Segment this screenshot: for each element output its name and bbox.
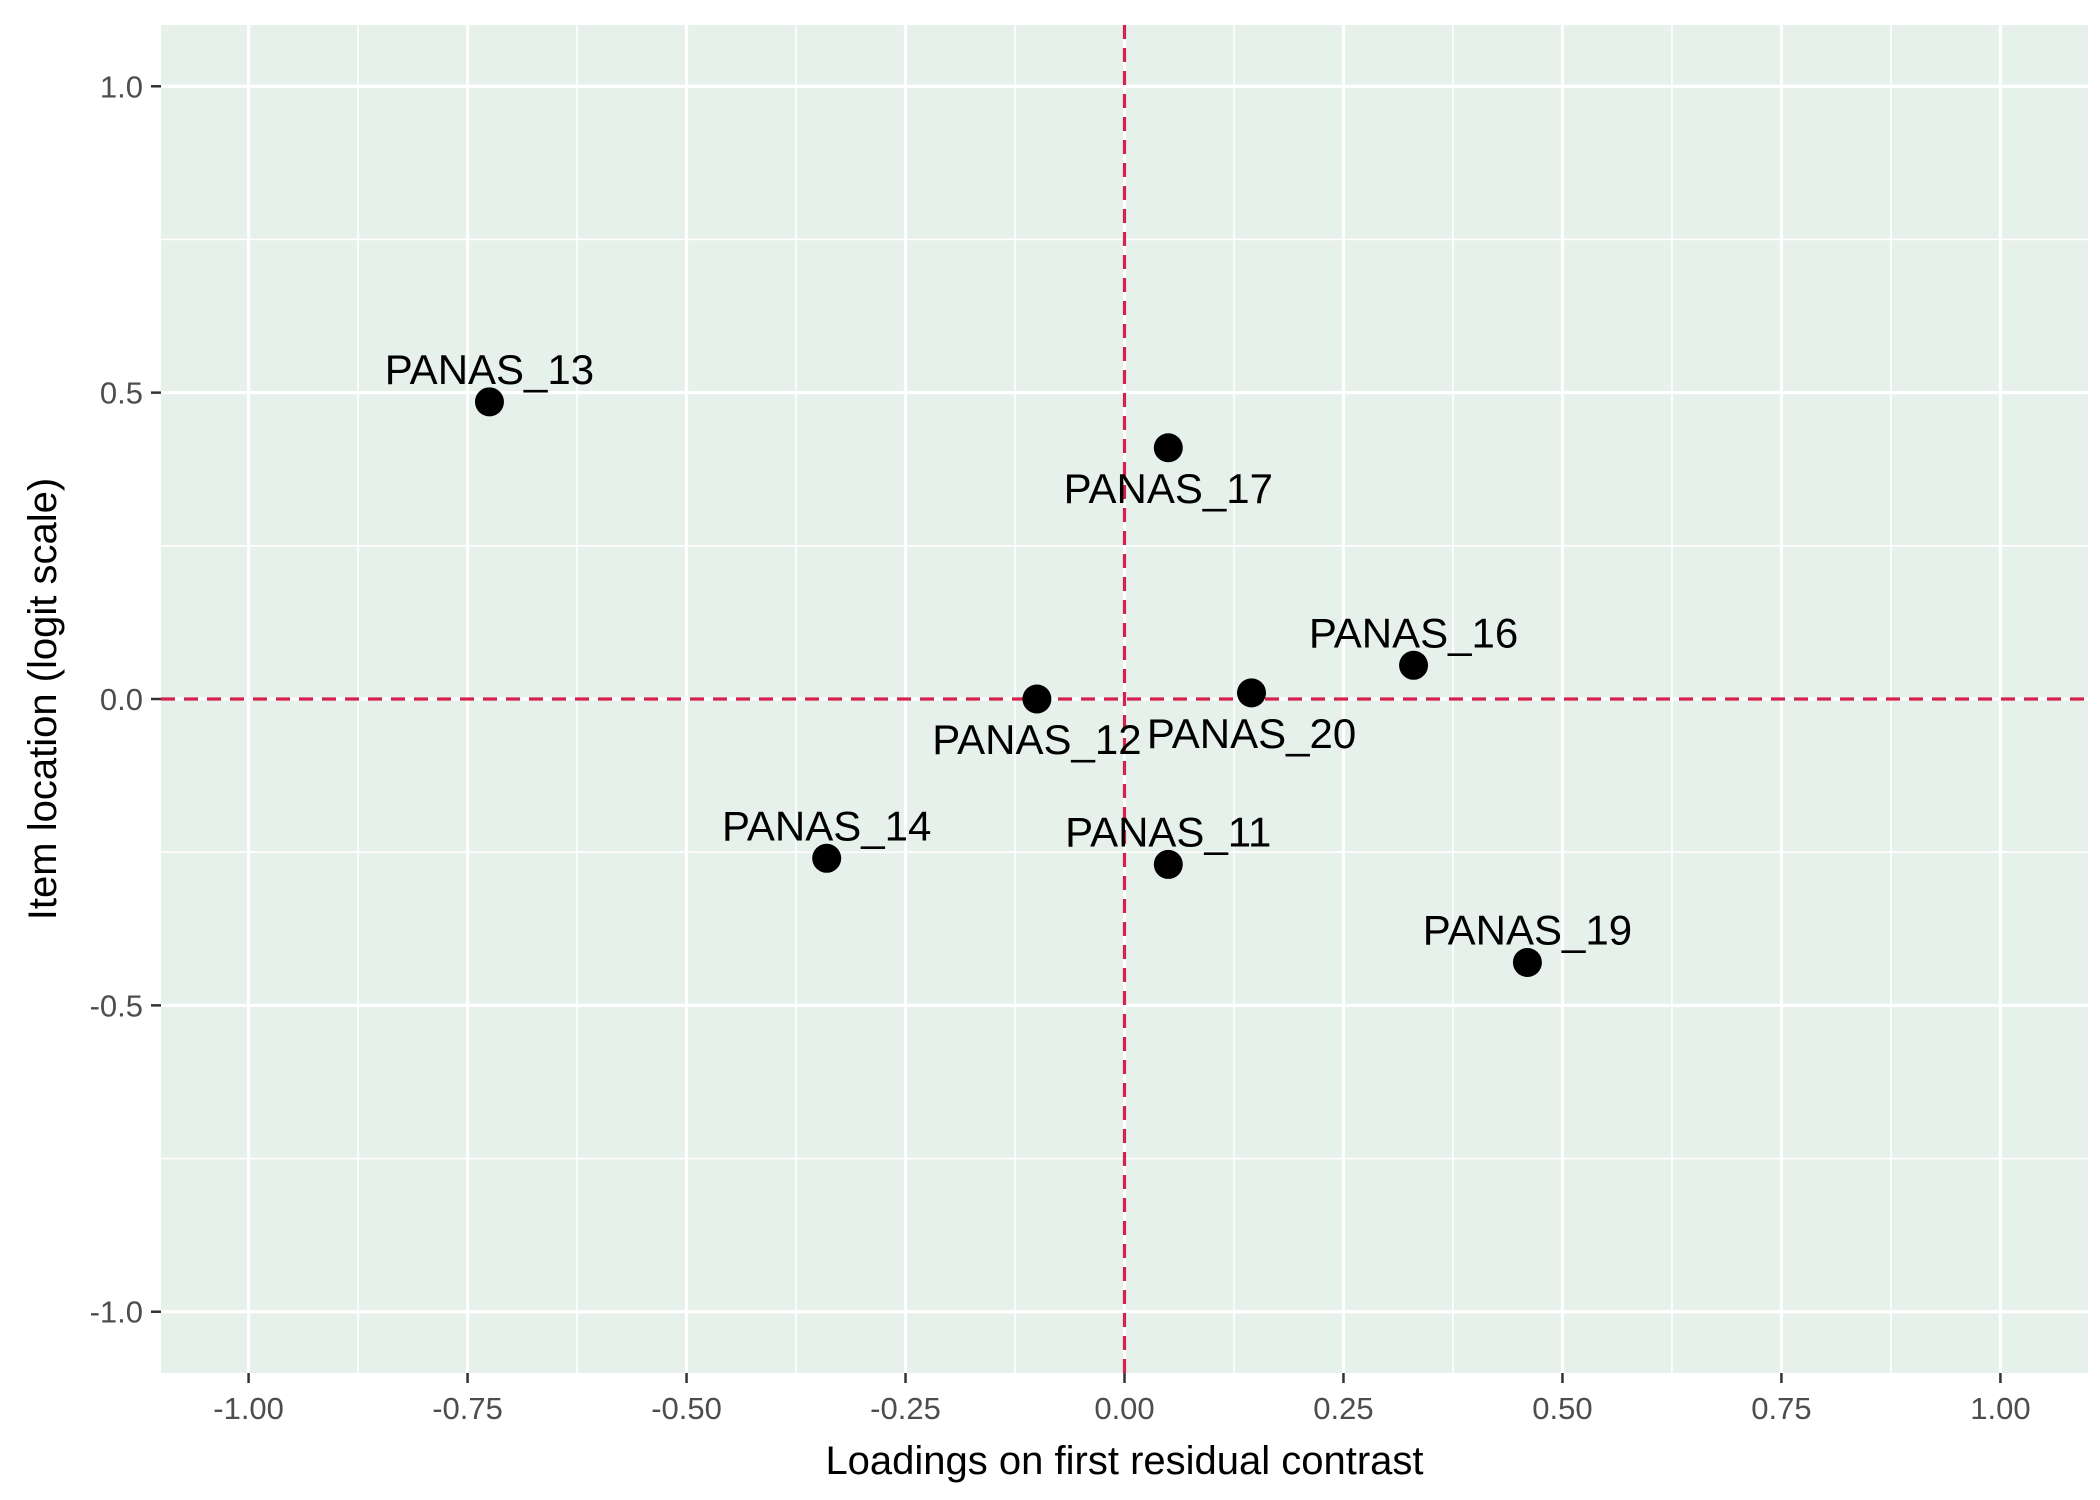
y-tick-label: 1.0 xyxy=(100,69,143,104)
data-point xyxy=(1512,947,1542,977)
x-tick-label: 0.25 xyxy=(1313,1391,1373,1426)
data-point xyxy=(812,843,842,873)
data-point xyxy=(1022,684,1052,714)
x-axis: -1.00 -0.75 -0.50 -0.25 0.00 0.25 0.50 0.75 1.00 xyxy=(213,1373,2031,1426)
point-label: PANAS_19 xyxy=(1423,906,1632,953)
point-label: PANAS_16 xyxy=(1309,609,1518,656)
x-tick-label: 0.00 xyxy=(1094,1391,1154,1426)
x-tick-label: 0.50 xyxy=(1532,1391,1592,1426)
data-point xyxy=(1153,849,1183,879)
point-label: PANAS_17 xyxy=(1064,465,1273,512)
x-tick-label: -0.25 xyxy=(870,1391,941,1426)
point-label: PANAS_11 xyxy=(1065,808,1271,855)
point-label: PANAS_12 xyxy=(932,716,1141,763)
data-point xyxy=(1153,433,1183,463)
x-axis-title: Loadings on first residual contrast xyxy=(825,1439,1423,1483)
y-axis-title: Item location (logit scale) xyxy=(21,478,65,920)
y-tick-label: 0.0 xyxy=(100,682,143,717)
data-point xyxy=(474,387,504,417)
data-point xyxy=(1399,650,1429,680)
x-tick-label: -0.50 xyxy=(651,1391,722,1426)
point-label: PANAS_20 xyxy=(1147,710,1356,757)
y-tick-label: -0.5 xyxy=(90,988,143,1023)
x-tick-label: 1.00 xyxy=(1970,1391,2030,1426)
reference-lines xyxy=(161,25,2088,1373)
y-tick-label: -1.0 xyxy=(90,1295,143,1330)
x-tick-label: -0.75 xyxy=(432,1391,503,1426)
point-labels: PANAS_13 PANAS_17 PANAS_16 PANAS_12 PANAS_20… xyxy=(385,346,1632,954)
x-tick-label: -1.00 xyxy=(213,1391,284,1426)
point-label: PANAS_13 xyxy=(385,346,594,393)
x-tick-label: 0.75 xyxy=(1751,1391,1811,1426)
data-points xyxy=(474,387,1542,977)
y-tick-label: 0.5 xyxy=(100,376,143,411)
y-axis: -1.0 -0.5 0.0 0.5 1.0 xyxy=(90,69,161,1330)
data-point xyxy=(1237,678,1267,708)
point-label: PANAS_14 xyxy=(722,802,931,849)
